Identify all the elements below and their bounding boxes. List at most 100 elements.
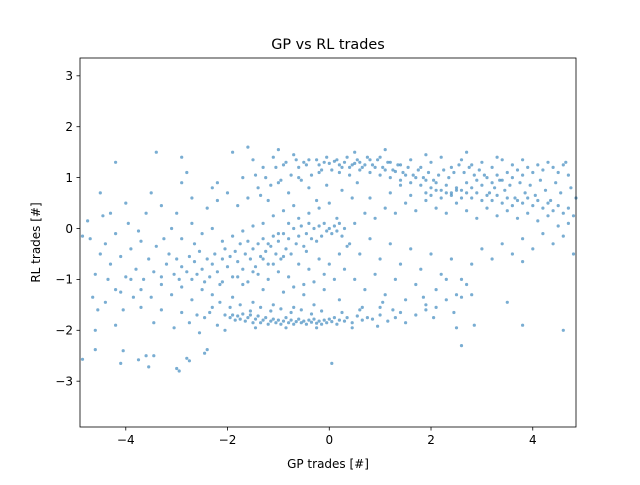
scatter-point xyxy=(134,267,138,271)
scatter-point xyxy=(337,163,341,167)
scatter-point xyxy=(472,173,476,177)
scatter-point xyxy=(386,160,390,164)
scatter-point xyxy=(208,310,212,315)
scatter-point xyxy=(561,328,565,332)
plot-frame xyxy=(79,57,577,428)
scatter-point xyxy=(332,224,336,228)
scatter-point xyxy=(162,237,166,241)
scatter-point xyxy=(241,282,245,287)
scatter-point xyxy=(274,321,278,325)
scatter-point xyxy=(411,173,415,177)
scatter-point xyxy=(327,262,331,266)
scatter-point xyxy=(279,257,283,261)
scatter-point xyxy=(378,313,382,317)
scatter-point xyxy=(269,319,273,323)
scatter-point xyxy=(444,183,448,187)
scatter-point xyxy=(292,305,296,309)
scatter-point xyxy=(144,354,148,358)
scatter-point xyxy=(126,221,130,225)
scatter-point xyxy=(205,257,209,261)
scatter-point xyxy=(350,196,354,200)
scatter-point xyxy=(419,267,423,271)
scatter-point xyxy=(246,239,250,243)
scatter-point xyxy=(505,209,509,213)
scatter-point xyxy=(480,183,484,187)
scatter-point xyxy=(299,178,303,182)
scatter-point xyxy=(108,211,113,215)
scatter-point xyxy=(124,275,128,279)
scatter-point xyxy=(500,201,504,205)
scatter-point xyxy=(281,209,286,213)
scatter-point xyxy=(342,226,347,231)
scatter-point xyxy=(325,155,329,159)
scatter-point xyxy=(340,165,344,169)
scatter-point xyxy=(429,160,433,164)
scatter-point xyxy=(299,224,303,228)
scatter-point xyxy=(454,326,459,330)
scatter-point xyxy=(259,321,263,325)
scatter-point xyxy=(261,237,265,241)
scatter-point xyxy=(317,224,321,228)
scatter-point xyxy=(498,178,502,182)
scatter-point xyxy=(292,322,296,326)
scatter-point xyxy=(337,298,341,302)
scatter-point xyxy=(312,317,316,321)
scatter-point xyxy=(144,211,148,215)
scatter-point xyxy=(546,160,550,164)
scatter-point xyxy=(281,232,286,236)
scatter-point xyxy=(322,160,326,164)
scatter-point xyxy=(386,319,390,323)
scatter-point xyxy=(541,168,545,172)
scatter-point xyxy=(139,239,143,243)
scatter-point xyxy=(322,288,326,292)
scatter-point xyxy=(294,320,298,324)
scatter-point xyxy=(515,216,520,220)
scatter-point xyxy=(363,211,367,215)
chart-title: GP vs RL trades xyxy=(271,37,384,53)
scatter-point xyxy=(175,366,179,371)
scatter-point xyxy=(218,282,222,287)
scatter-point xyxy=(383,168,387,172)
scatter-point xyxy=(297,216,301,220)
scatter-point xyxy=(223,328,227,332)
scatter-point xyxy=(253,326,258,330)
scatter-point xyxy=(452,170,456,175)
scatter-point xyxy=(340,310,344,315)
scatter-point xyxy=(332,316,336,320)
scatter-point xyxy=(187,254,191,259)
scatter-point xyxy=(459,344,464,348)
scatter-point xyxy=(447,176,451,180)
scatter-point xyxy=(200,288,204,292)
scatter-point xyxy=(276,270,280,274)
scatter-point xyxy=(114,160,118,164)
scatter-point xyxy=(292,204,296,208)
scatter-point xyxy=(444,298,448,302)
scatter-point xyxy=(159,282,163,287)
scatter-point xyxy=(317,170,321,175)
scatter-point xyxy=(269,183,273,187)
scatter-point xyxy=(271,262,275,266)
scatter-point xyxy=(317,257,321,261)
scatter-point xyxy=(220,257,224,261)
scatter-point xyxy=(404,201,408,205)
y-tick-label: −2 xyxy=(55,324,73,338)
scatter-point xyxy=(180,310,184,315)
scatter-point xyxy=(320,322,324,326)
scatter-point xyxy=(325,321,329,325)
scatter-point xyxy=(251,270,255,274)
scatter-point xyxy=(510,252,514,256)
scatter-point xyxy=(215,270,219,274)
scatter-point xyxy=(180,237,184,241)
scatter-point xyxy=(480,160,484,164)
y-tick-label: −1 xyxy=(55,273,73,287)
scatter-point xyxy=(454,201,459,205)
scatter-point xyxy=(342,319,347,323)
scatter-point xyxy=(393,211,397,215)
scatter-point xyxy=(475,178,479,182)
scatter-point xyxy=(274,165,278,169)
scatter-point xyxy=(164,262,169,266)
scatter-point xyxy=(571,214,576,218)
scatter-point xyxy=(409,193,413,197)
scatter-point xyxy=(251,247,255,251)
scatter-point xyxy=(309,320,314,324)
